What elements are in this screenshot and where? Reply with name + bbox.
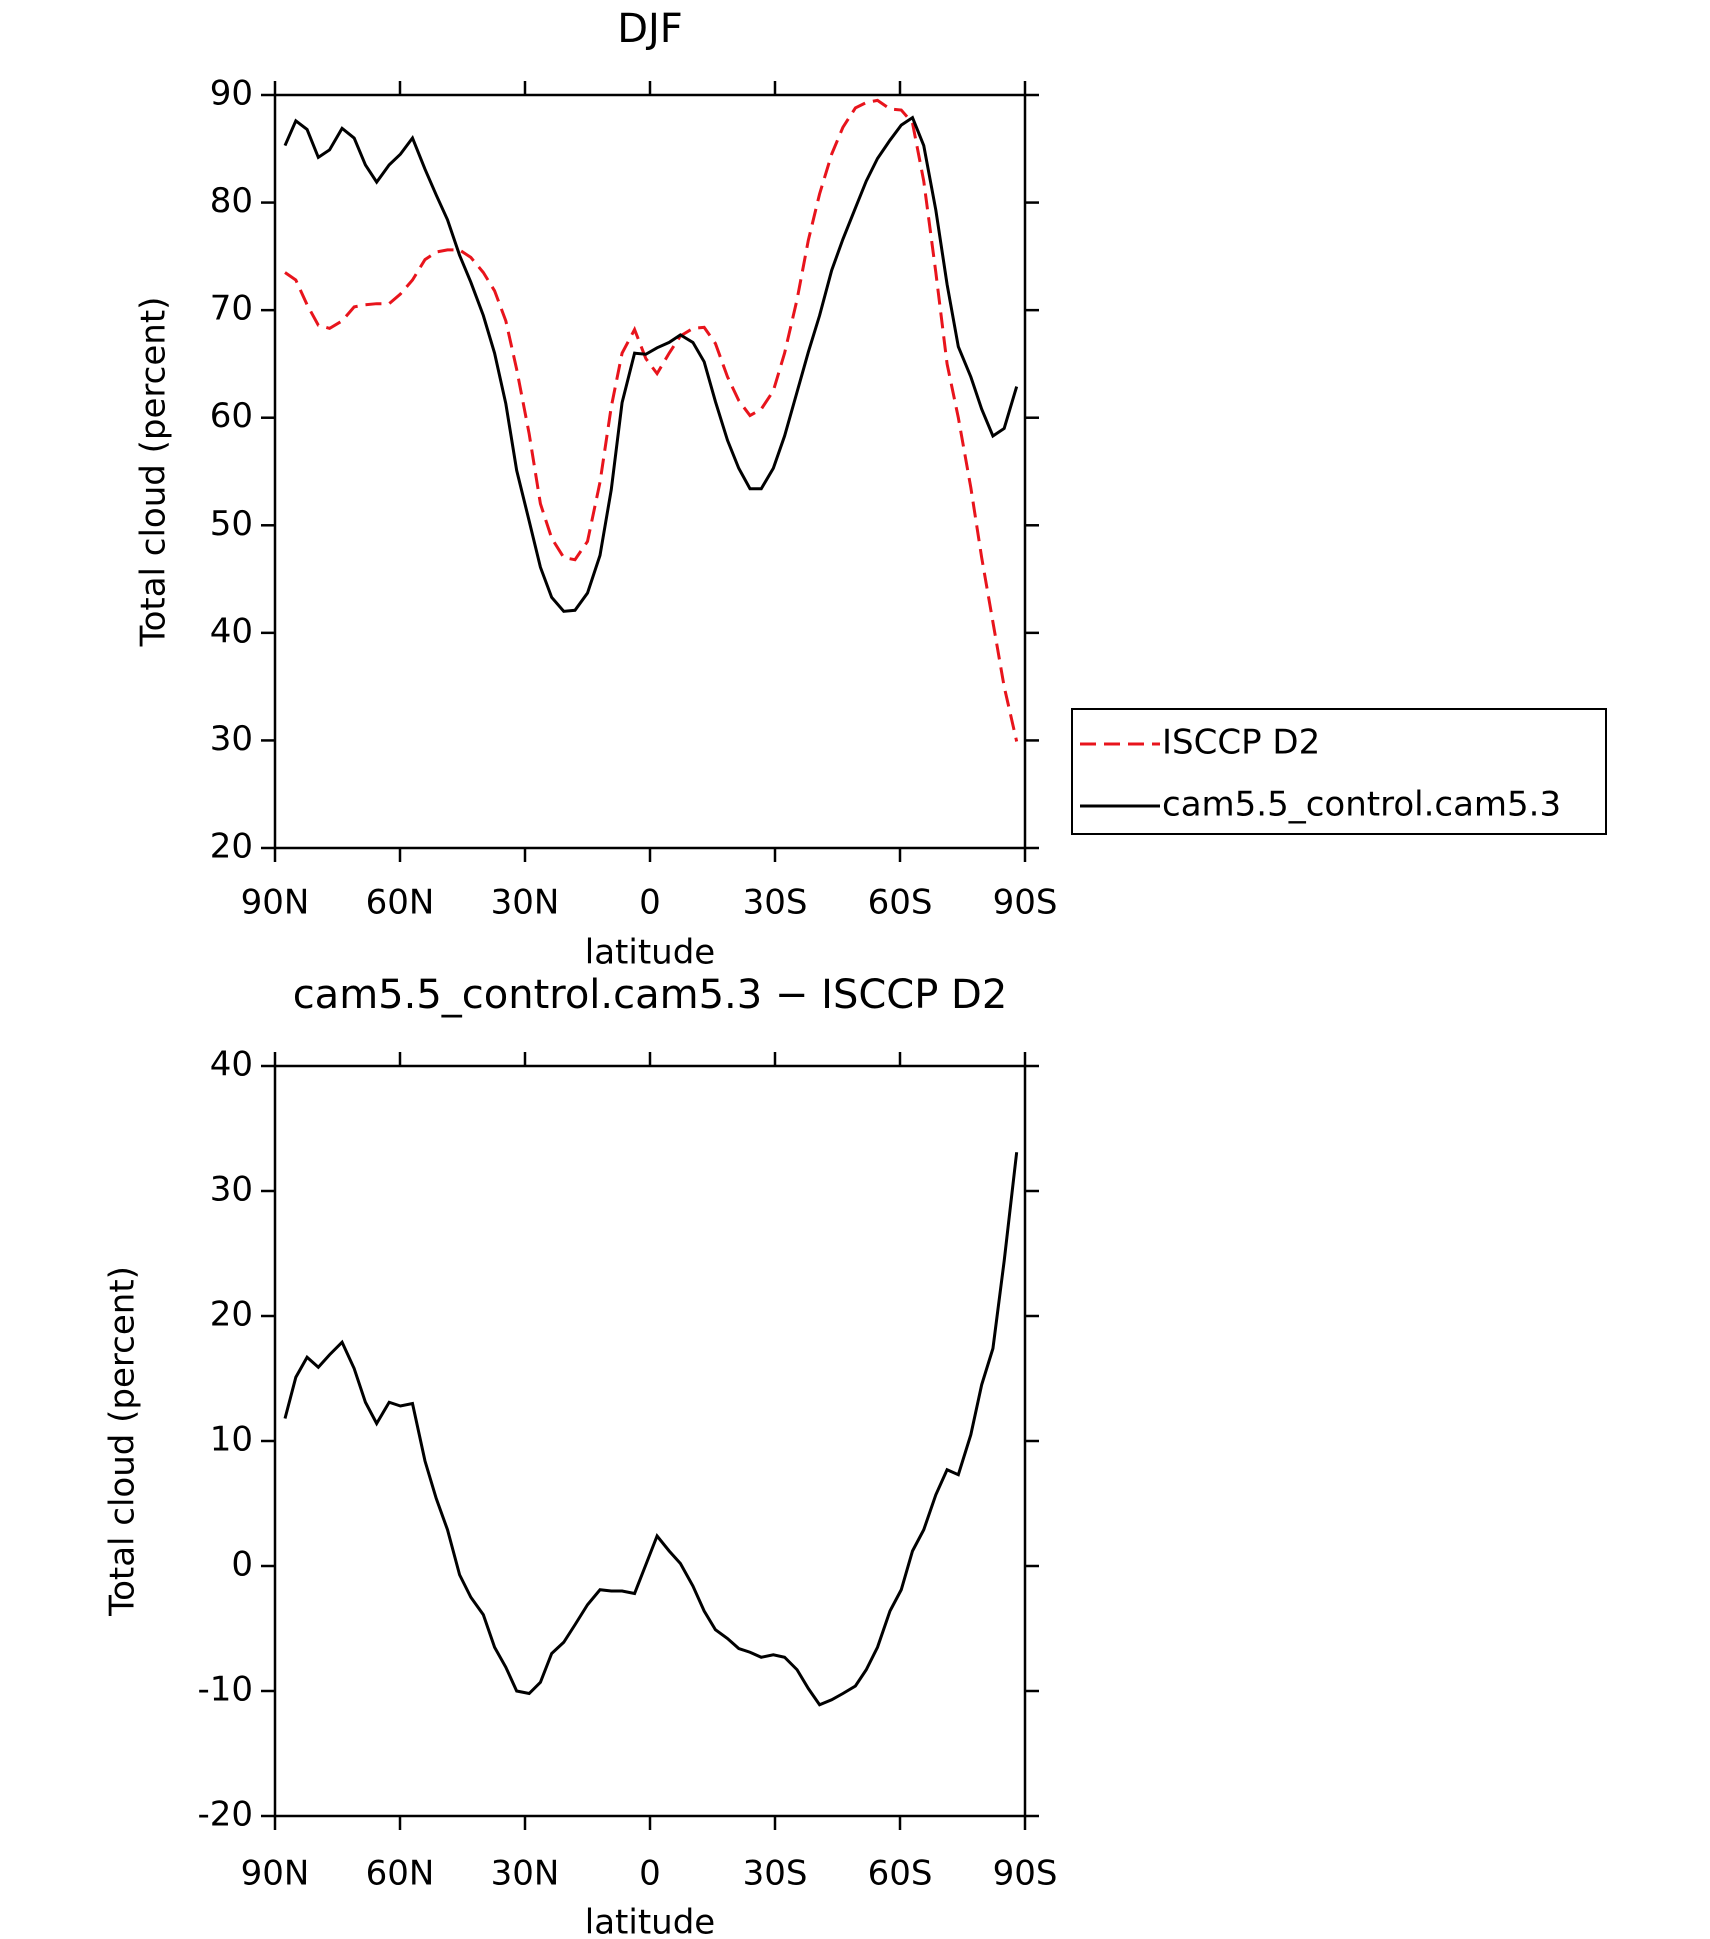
- y-tick-label: 30: [210, 1170, 253, 1210]
- data-line: [283, 115, 1019, 613]
- x-tick-label: 60N: [366, 883, 435, 923]
- x-tick-label: 30N: [491, 1854, 560, 1894]
- x-axis-label: latitude: [585, 1903, 715, 1939]
- x-tick-label: 60S: [868, 1854, 933, 1894]
- x-tick-label: 90N: [241, 883, 310, 923]
- y-tick-label: -20: [197, 1795, 253, 1835]
- legend-label: cam5.5_control.cam5.3: [1162, 785, 1561, 825]
- y-axis-label: Total cloud (percent): [103, 1266, 143, 1617]
- legend-box: [1071, 708, 1607, 835]
- y-tick-label: 40: [210, 1045, 253, 1085]
- y-tick-label: 20: [210, 827, 253, 867]
- x-axis-label: latitude: [585, 933, 715, 973]
- x-tick-label: 90S: [993, 1854, 1058, 1894]
- data-line: [283, 1152, 1019, 1707]
- data-line: [284, 98, 1019, 742]
- y-axis-label: Total cloud (percent): [134, 297, 174, 648]
- y-tick-label: 0: [231, 1545, 253, 1585]
- plot-frame: [273, 93, 1027, 850]
- x-tick-label: 90N: [241, 1854, 310, 1894]
- y-tick-label: 10: [210, 1420, 253, 1460]
- plot-frame: [273, 1064, 1027, 1818]
- y-tick-label: 60: [210, 396, 253, 436]
- x-tick-label: 90S: [993, 883, 1058, 923]
- chart-title: cam5.5_control.cam5.3 − ISCCP D2: [293, 972, 1008, 1018]
- y-tick-label: 70: [210, 289, 253, 329]
- x-tick-label: 60N: [366, 1854, 435, 1894]
- y-tick-label: 80: [210, 181, 253, 221]
- x-tick-label: 30N: [491, 883, 560, 923]
- x-tick-label: 60S: [868, 883, 933, 923]
- chart-title: DJF: [617, 6, 683, 52]
- y-tick-label: 40: [210, 611, 253, 651]
- legend-label: ISCCP D2: [1162, 723, 1320, 763]
- x-tick-label: 0: [639, 883, 661, 923]
- y-tick-label: 90: [210, 74, 253, 114]
- x-tick-label: 30S: [743, 883, 808, 923]
- y-tick-label: -10: [197, 1670, 253, 1710]
- y-tick-label: 20: [210, 1295, 253, 1335]
- y-tick-label: 30: [210, 719, 253, 759]
- y-tick-label: 50: [210, 504, 253, 544]
- x-tick-label: 0: [639, 1854, 661, 1894]
- x-tick-label: 30S: [743, 1854, 808, 1894]
